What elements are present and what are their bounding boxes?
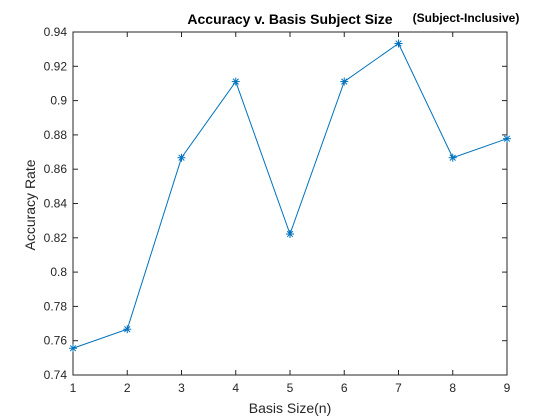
x-tick-label: 4 [232,381,239,395]
x-tick-label: 9 [504,381,511,395]
data-point-asterisk [177,153,186,162]
y-tick-label: 0.86 [44,162,68,176]
x-axis-label: Basis Size(n) [249,400,331,416]
y-tick-label: 0.78 [44,299,68,313]
y-tick-label: 0.92 [44,59,68,73]
y-tick-label: 0.74 [44,368,68,382]
y-tick-label: 0.84 [44,197,68,211]
chart-subtitle: (Subject-Inclusive) [413,11,520,25]
y-tick-label: 0.82 [44,231,68,245]
x-tick-label: 2 [124,381,131,395]
data-point-asterisk [448,153,457,162]
plot-area [72,31,508,376]
labels: Accuracy v. Basis Subject Size (Subject-… [22,11,519,416]
series-layer [69,39,511,353]
x-tick-label: 7 [395,381,402,395]
data-point-asterisk [231,77,240,86]
data-point-asterisk [503,134,511,143]
y-tick-label: 0.94 [44,25,68,39]
axes [72,31,508,376]
y-tick-label: 0.9 [50,94,67,108]
y-tick-label: 0.76 [44,334,68,348]
chart-title: Accuracy v. Basis Subject Size [187,11,392,27]
x-tick-label: 8 [449,381,456,395]
ticks: 1 2 3 4 5 6 7 8 9 0.74 0.76 0.78 0.8 0.82 0.84 0.86 0.88… [44,25,511,395]
data-point-asterisk [123,325,132,334]
y-axis-label: Accuracy Rate [22,159,38,250]
data-point-asterisk [394,39,403,48]
x-tick-label: 5 [287,381,294,395]
data-point-asterisk [69,344,77,353]
x-tick-label: 6 [341,381,348,395]
x-tick-label: 3 [178,381,185,395]
data-point-asterisk [286,230,294,239]
x-tick-label: 1 [70,381,77,395]
y-tick-label: 0.88 [44,128,68,142]
y-tick-label: 0.8 [50,265,67,279]
data-point-asterisk [340,77,349,86]
